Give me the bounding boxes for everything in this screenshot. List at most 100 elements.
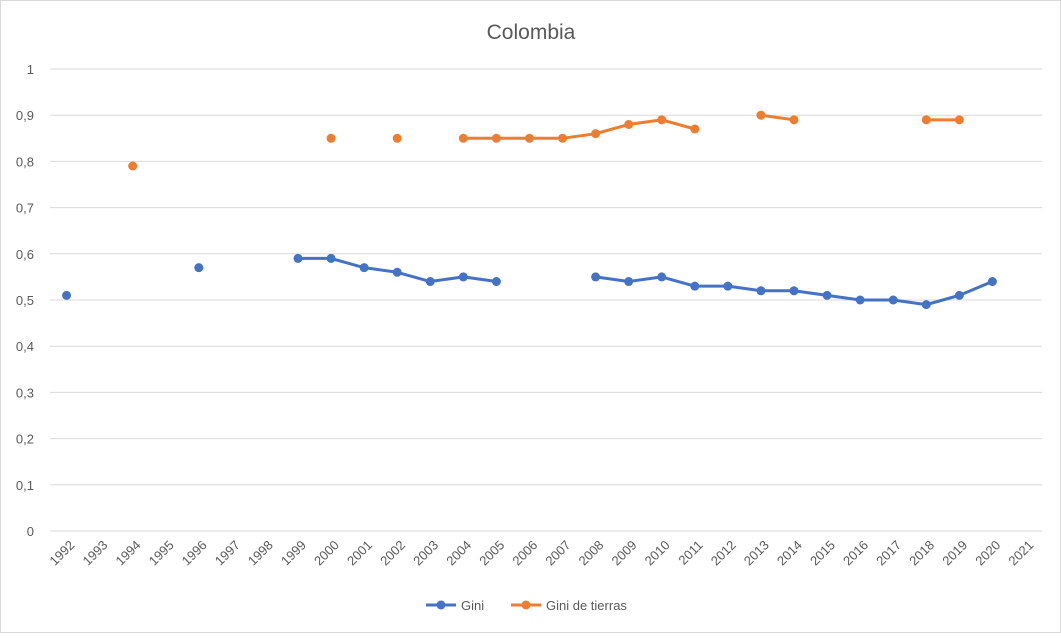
data-point xyxy=(690,281,700,291)
series-line-segment xyxy=(726,284,763,293)
series-line-segment xyxy=(660,118,697,131)
series-line-segment xyxy=(594,122,631,136)
data-point xyxy=(458,272,468,282)
x-tick-label: 2010 xyxy=(642,537,673,568)
data-point xyxy=(359,263,369,273)
legend-marker-icon xyxy=(436,600,446,610)
x-tick-label: 2008 xyxy=(575,537,606,568)
data-point xyxy=(491,133,501,143)
x-tick-label: 2019 xyxy=(939,537,970,568)
x-tick-label: 2006 xyxy=(509,537,540,568)
y-tick-label: 0 xyxy=(27,524,34,539)
x-tick-label: 1994 xyxy=(113,537,144,568)
x-tick-label: 2011 xyxy=(675,537,705,567)
y-tick-label: 0,8 xyxy=(16,154,34,169)
data-point xyxy=(954,290,964,300)
data-point xyxy=(392,133,402,143)
legend-label: Gini xyxy=(461,598,484,613)
data-point xyxy=(624,119,634,129)
x-tick-label: 2016 xyxy=(840,537,871,568)
y-tick-label: 0,3 xyxy=(16,385,34,400)
y-tick-label: 0,5 xyxy=(16,293,34,308)
x-tick-label: 1993 xyxy=(79,537,110,568)
series-line-segment xyxy=(891,298,928,307)
x-tick-label: 2009 xyxy=(609,537,640,568)
legend-marker-icon xyxy=(521,600,531,610)
x-tick-label: 2000 xyxy=(311,537,342,568)
x-tick-label: 1998 xyxy=(245,537,276,568)
series-line-segment xyxy=(792,289,829,297)
data-point xyxy=(954,115,964,125)
data-point xyxy=(855,295,865,305)
x-tick-label: 2007 xyxy=(542,537,573,568)
x-tick-label: 2018 xyxy=(906,537,937,568)
x-tick-label: 2013 xyxy=(741,537,772,568)
data-point xyxy=(591,272,601,282)
data-point xyxy=(458,133,468,143)
x-tick-label: 2003 xyxy=(410,537,441,568)
data-point xyxy=(558,133,568,143)
y-tick-label: 0,9 xyxy=(16,108,34,123)
x-tick-label: 2017 xyxy=(873,537,904,568)
y-tick-label: 0,6 xyxy=(16,247,34,262)
series-line-segment xyxy=(362,266,399,274)
series-line-segment xyxy=(924,293,961,307)
data-point xyxy=(128,161,138,171)
legend-item: Gini xyxy=(426,598,484,613)
data-point xyxy=(657,272,667,282)
series-line-segment xyxy=(561,132,598,140)
data-point xyxy=(524,133,534,143)
legend-item: Gini de tierras xyxy=(511,598,627,613)
chart-title: Colombia xyxy=(487,21,576,44)
data-point xyxy=(293,253,303,263)
data-point xyxy=(392,267,402,277)
data-point xyxy=(822,290,832,300)
x-tick-label: 2020 xyxy=(972,537,1003,568)
x-tick-label: 1999 xyxy=(278,537,309,568)
data-point xyxy=(756,110,766,120)
series-line-segment xyxy=(428,275,465,284)
x-tick-label: 2001 xyxy=(344,537,375,568)
data-point xyxy=(62,290,72,300)
data-point xyxy=(657,115,667,125)
data-point xyxy=(789,115,799,125)
x-tick-label: 1996 xyxy=(179,537,210,568)
series-line-segment xyxy=(759,113,796,122)
series-line-segment xyxy=(627,118,664,126)
x-tick-label: 1997 xyxy=(212,537,243,568)
data-point xyxy=(591,129,601,139)
x-tick-label: 2004 xyxy=(443,537,474,568)
y-tick-label: 0,7 xyxy=(16,201,34,216)
data-point xyxy=(723,281,733,291)
data-point xyxy=(326,253,336,263)
x-tick-label: 1992 xyxy=(46,537,77,568)
x-tick-label: 2002 xyxy=(377,537,408,568)
data-point xyxy=(756,286,766,296)
series-gini-de-tierras xyxy=(128,110,964,171)
x-tick-label: 2005 xyxy=(476,537,507,568)
data-point xyxy=(921,300,931,310)
legend-label: Gini de tierras xyxy=(546,598,627,613)
x-tick-label: 2014 xyxy=(774,537,805,568)
series-line-segment xyxy=(825,293,862,302)
y-tick-label: 1 xyxy=(27,62,34,77)
data-point xyxy=(921,115,931,125)
x-tick-label: 1995 xyxy=(146,537,177,568)
x-tick-label: 2015 xyxy=(807,537,838,568)
data-point xyxy=(789,286,799,296)
series-line-segment xyxy=(461,275,498,284)
data-point xyxy=(326,133,336,143)
data-point xyxy=(491,277,501,287)
data-point xyxy=(690,124,700,134)
series-line-segment xyxy=(627,275,664,284)
y-tick-label: 0,2 xyxy=(16,432,34,447)
y-tick-label: 0,4 xyxy=(16,339,34,354)
data-point xyxy=(888,295,898,305)
series-line-segment xyxy=(957,280,994,297)
y-tick-label: 0,1 xyxy=(16,478,34,493)
data-point xyxy=(425,277,435,287)
x-tick-label: 2012 xyxy=(708,537,739,568)
series-line-segment xyxy=(594,275,631,284)
